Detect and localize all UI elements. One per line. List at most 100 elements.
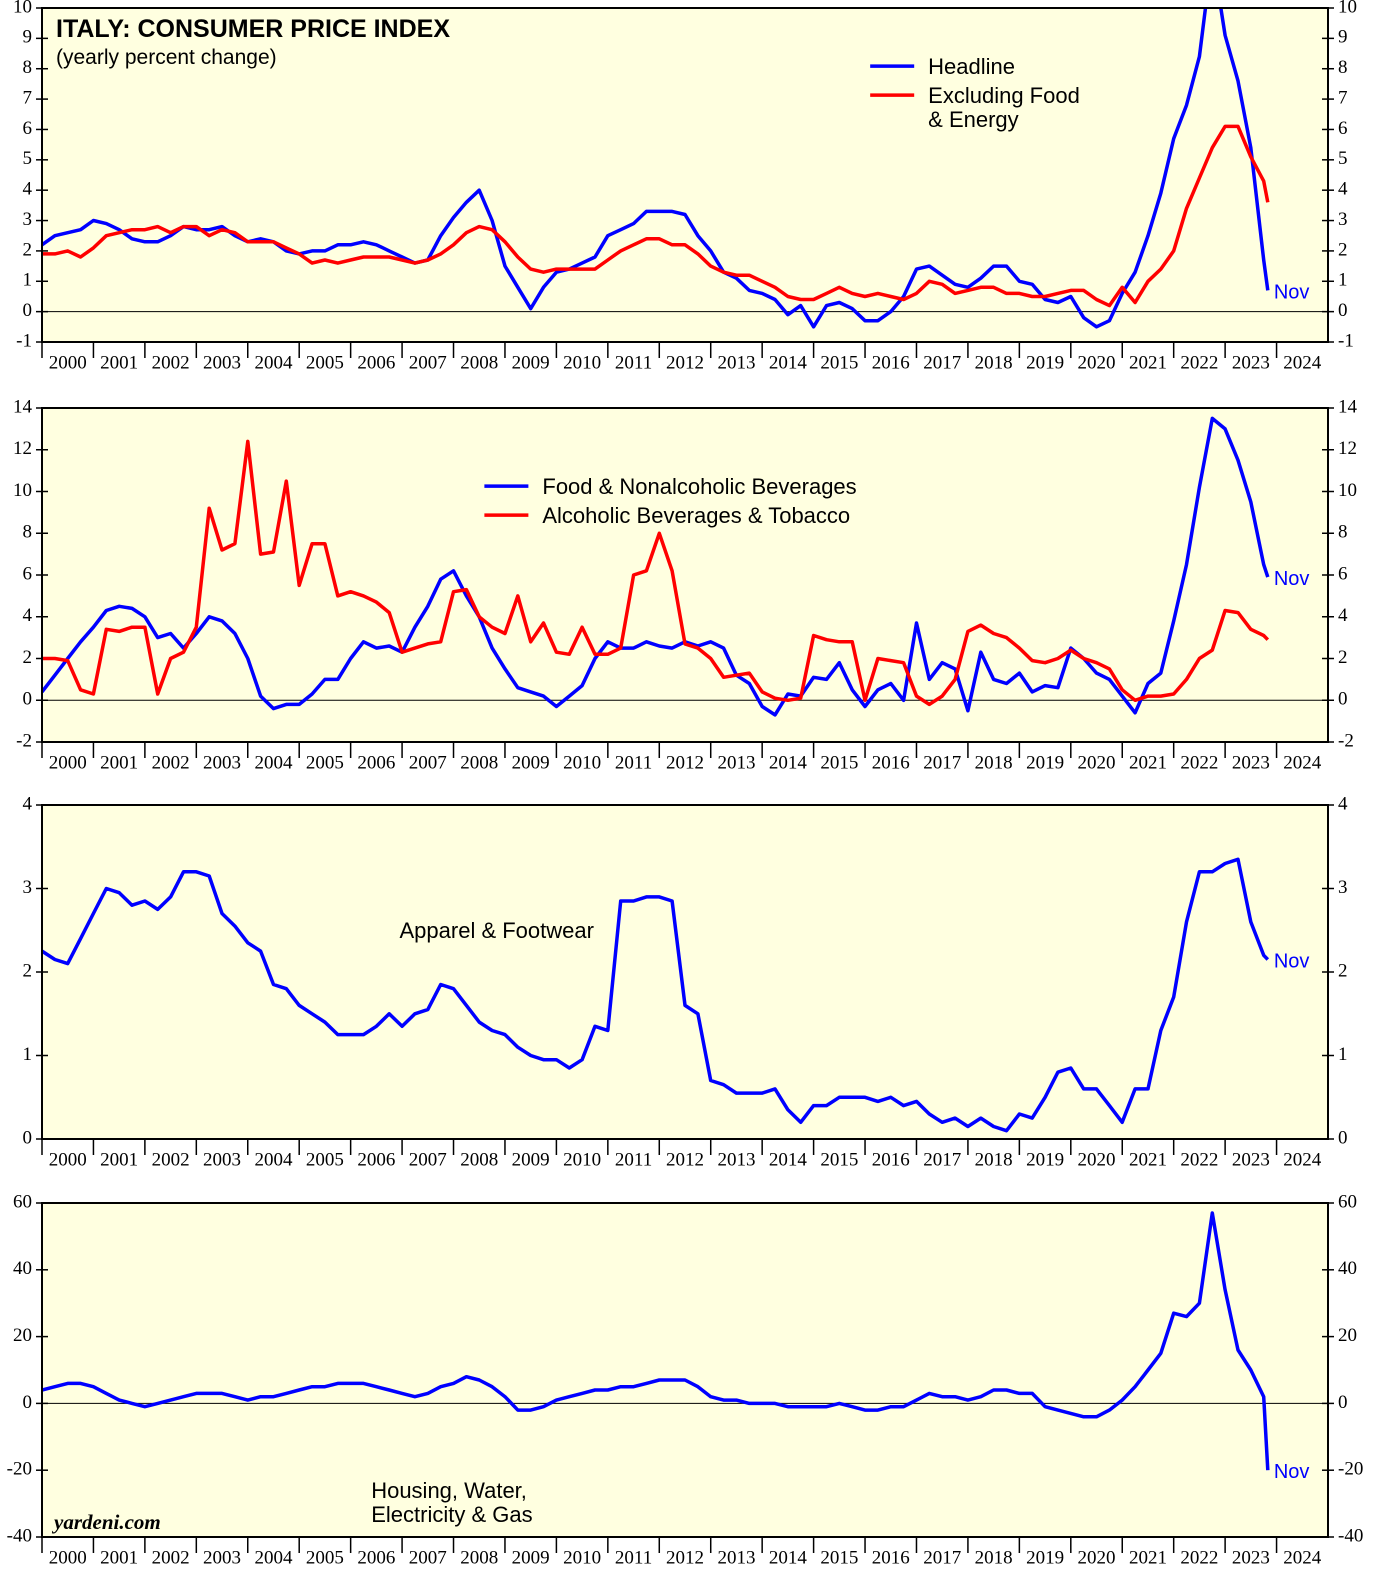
x-tick-label: 2007 [409, 352, 447, 373]
x-tick-label: 2019 [1026, 1547, 1064, 1568]
y-tick-label: 7 [1338, 87, 1348, 108]
x-tick-label: 2016 [872, 352, 910, 373]
plot-frame [41, 407, 1329, 743]
y-tick-label: 2 [23, 239, 33, 260]
y-tick-label: 2 [1338, 960, 1348, 981]
x-tick-label: 2015 [820, 1547, 858, 1568]
y-tick-label: 4 [1338, 179, 1348, 200]
legend-label: Alcoholic Beverages & Tobacco [542, 503, 850, 528]
x-tick-label: 2005 [306, 752, 344, 773]
y-tick-label: -1 [16, 330, 32, 351]
x-tick-label: 2001 [100, 1547, 138, 1568]
y-tick-label: 9 [1338, 27, 1348, 48]
y-tick-label: 4 [23, 793, 33, 814]
legend-label: Excluding Food & Energy [928, 83, 1080, 132]
y-tick-label: 2 [1338, 239, 1348, 260]
x-tick-label: 2022 [1180, 352, 1218, 373]
x-tick-label: 2014 [769, 1149, 808, 1170]
y-tick-label: 14 [13, 396, 33, 417]
x-tick-label: 2007 [409, 752, 447, 773]
x-tick-label: 2016 [872, 1547, 910, 1568]
x-tick-label: 2014 [769, 1547, 808, 1568]
chart-subtitle: (yearly percent change) [56, 46, 277, 69]
series-line [42, 857, 1270, 1133]
x-tick-label: 2013 [717, 752, 755, 773]
x-tick-label: 2024 [1283, 1547, 1322, 1568]
x-tick-label: 2013 [717, 352, 755, 373]
y-tick-label: 4 [1338, 793, 1348, 814]
x-tick-label: 2009 [512, 1547, 550, 1568]
y-tick-label: 0 [1338, 300, 1348, 321]
x-tick-label: 2006 [357, 752, 395, 773]
x-tick-label: 2024 [1283, 752, 1322, 773]
x-tick-label: 2010 [563, 352, 601, 373]
y-tick-label: 0 [1338, 689, 1348, 710]
x-tick-label: 2001 [100, 1149, 138, 1170]
x-tick-label: 2018 [975, 1547, 1013, 1568]
plot-area [42, 8, 1328, 342]
x-tick-label: 2012 [666, 752, 704, 773]
legend-label: Headline [928, 54, 1015, 79]
y-tick-label: 0 [23, 300, 33, 321]
x-tick-label: 2023 [1232, 1547, 1270, 1568]
y-tick-label: 0 [23, 689, 33, 710]
x-tick-label: 2011 [615, 352, 652, 373]
y-tick-label: -2 [1338, 730, 1354, 751]
annotation: Nov [1274, 568, 1310, 590]
x-tick-label: 2020 [1078, 752, 1116, 773]
x-tick-label: 2002 [152, 352, 190, 373]
y-tick-label: 10 [13, 0, 32, 17]
x-tick-label: 2011 [615, 1149, 652, 1170]
x-tick-label: 2010 [563, 1149, 601, 1170]
series-line [42, 439, 1270, 707]
y-tick-label: 3 [23, 209, 33, 230]
annotation: Nov [1274, 950, 1310, 972]
plot-area [42, 1203, 1328, 1537]
x-tick-label: 2003 [203, 1149, 241, 1170]
x-tick-label: 2019 [1026, 1149, 1064, 1170]
x-tick-label: 2017 [923, 352, 961, 373]
series-group [42, 857, 1270, 1133]
series-line [42, 416, 1270, 717]
y-tick-label: 0 [23, 1392, 33, 1413]
x-tick-label: 2008 [460, 752, 498, 773]
y-tick-label: 0 [23, 1127, 33, 1148]
y-tick-label: 10 [1338, 480, 1357, 501]
x-tick-label: 2021 [1129, 752, 1167, 773]
x-tick-label: 2002 [152, 1547, 190, 1568]
y-tick-label: 3 [23, 877, 33, 898]
x-tick-label: 2024 [1283, 1149, 1322, 1170]
x-tick-label: 2004 [254, 352, 293, 373]
y-tick-label: -20 [7, 1459, 32, 1480]
x-tick-label: 2020 [1078, 1149, 1116, 1170]
legend-label: Apparel & Footwear [400, 918, 594, 943]
x-tick-label: 2021 [1129, 1149, 1167, 1170]
x-tick-label: 2008 [460, 1547, 498, 1568]
plot-area [42, 408, 1328, 742]
x-tick-label: 2018 [975, 352, 1013, 373]
x-tick-label: 2008 [460, 352, 498, 373]
annotation: Nov [1274, 1461, 1310, 1483]
y-tick-label: 1 [1338, 1044, 1348, 1065]
x-tick-label: 2020 [1078, 1547, 1116, 1568]
source: yardeni.com [51, 1510, 161, 1534]
series-group [42, 1211, 1270, 1471]
y-tick-label: 6 [23, 563, 33, 584]
x-tick-label: 2018 [975, 752, 1013, 773]
x-tick-label: 2007 [409, 1149, 447, 1170]
x-tick-label: 2011 [615, 1547, 652, 1568]
x-tick-label: 2020 [1078, 352, 1116, 373]
y-tick-label: 3 [1338, 209, 1348, 230]
x-tick-label: 2015 [820, 352, 858, 373]
x-tick-label: 2009 [512, 752, 550, 773]
legend-label: Housing, Water, Electricity & Gas [371, 1478, 532, 1527]
annotation: Nov [1274, 281, 1310, 303]
x-tick-label: 2000 [49, 1547, 87, 1568]
x-tick-label: 2004 [254, 752, 293, 773]
x-tick-label: 2008 [460, 1149, 498, 1170]
x-tick-label: 2005 [306, 352, 344, 373]
y-tick-label: 4 [23, 605, 33, 626]
y-tick-label: 1 [23, 270, 33, 291]
x-tick-label: 2001 [100, 352, 138, 373]
